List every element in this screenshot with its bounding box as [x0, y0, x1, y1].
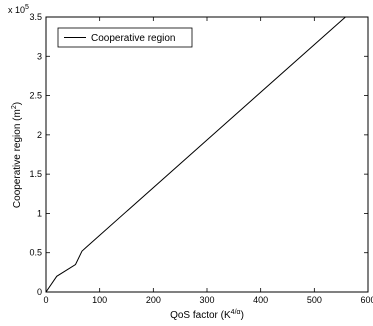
- y-tick-label: 1: [37, 208, 42, 218]
- y-tick-label: 0.5: [29, 248, 42, 258]
- x-tick-label: 600: [360, 295, 373, 305]
- x-tick-label: 300: [199, 295, 214, 305]
- y-tick-label: 3: [37, 51, 42, 61]
- series-layer: [45, 16, 346, 293]
- x-tick-label: 0: [43, 295, 48, 305]
- y-tick-label: 2: [37, 130, 42, 140]
- legend: Cooperative region: [57, 27, 193, 48]
- y-exponent-label: x 105: [8, 4, 29, 15]
- y-axis-label: Cooperative region (m2): [11, 102, 23, 208]
- x-tick-label: 500: [307, 295, 322, 305]
- legend-label: Cooperative region: [91, 33, 176, 44]
- x-tick-label: 100: [92, 295, 107, 305]
- x-tick-label: 200: [146, 295, 161, 305]
- y-tick-label: 3.5: [29, 12, 42, 22]
- x-tick-label: 400: [253, 295, 268, 305]
- series-line: [45, 16, 346, 293]
- y-tick-label: 1.5: [29, 169, 42, 179]
- y-tick-label: 2.5: [29, 91, 42, 101]
- y-tick-label: 0: [37, 287, 42, 297]
- legend-box: [57, 27, 193, 48]
- plot-area: [45, 16, 369, 293]
- x-axis-label: QoS factor (K4/α): [170, 309, 244, 321]
- axis-ticks: 0 100 200 300 400 500 600 0 0.5 1 1.5 2 2.5 3 3.5: [29, 12, 373, 305]
